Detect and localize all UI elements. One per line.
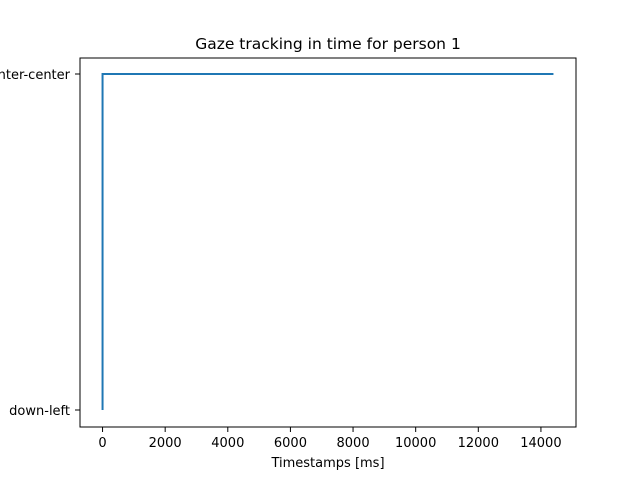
x-tick-label: 4000 <box>211 436 244 451</box>
x-tick-label: 2000 <box>149 436 182 451</box>
x-tick-label: 10000 <box>395 436 436 451</box>
y-axis: down-left center-center <box>0 68 80 419</box>
plot-area <box>79 57 577 428</box>
x-tick-label: 0 <box>98 436 106 451</box>
x-tick-label: 8000 <box>337 436 370 451</box>
series-layer <box>101 73 554 410</box>
x-axis: 0 2000 4000 6000 8000 10000 12000 14000 <box>98 427 562 451</box>
y-tick-label: down-left <box>9 404 70 419</box>
y-tick-label: center-center <box>0 68 71 83</box>
plot-frame <box>79 57 577 428</box>
x-tick-label: 6000 <box>274 436 307 451</box>
x-axis-label: Timestamps [ms] <box>270 456 384 471</box>
x-tick-label: 14000 <box>520 436 561 451</box>
x-tick-label: 12000 <box>458 436 499 451</box>
series-line <box>101 73 554 410</box>
chart-title: Gaze tracking in time for person 1 <box>195 35 461 53</box>
